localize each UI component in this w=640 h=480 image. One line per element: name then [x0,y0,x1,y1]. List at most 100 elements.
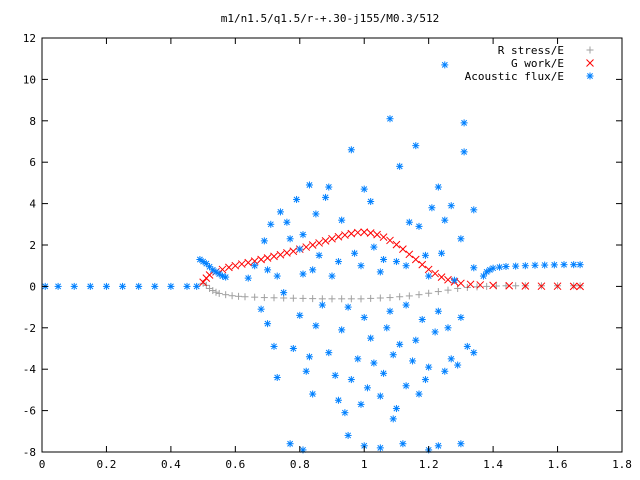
point-2-82 [450,276,458,284]
point-2-68 [380,255,388,263]
point-2-50 [267,220,275,228]
point-2-116 [470,349,478,357]
point-0-20 [347,295,355,303]
point-2-33 [576,261,584,269]
point-2-107 [289,345,297,352]
x-tick-label: 1.8 [612,458,632,471]
point-1-38 [437,273,446,281]
point-0-28 [425,289,433,297]
point-1-17 [302,243,311,251]
point-0-16 [309,295,317,303]
point-1-19 [315,239,323,247]
point-2-61 [260,237,268,245]
y-tick-label: 8 [29,115,36,128]
x-tick-label: 0.6 [225,458,245,471]
point-2-120 [347,376,355,384]
point-1-2 [205,271,214,279]
point-2-53 [470,206,478,214]
point-2-88 [360,313,368,321]
point-1-41 [457,279,465,288]
x-tick-label: 1 [361,458,368,471]
legend-marker-1 [586,59,594,67]
point-2-143 [457,440,465,448]
point-2-57 [338,216,346,224]
point-1-39 [444,275,452,284]
point-2-36 [460,119,468,127]
point-2-7 [151,282,159,290]
point-2-93 [457,313,465,321]
point-1-15 [289,247,298,256]
point-1-7 [237,260,246,268]
point-1-22 [334,232,343,241]
point-1-43 [476,281,485,289]
point-2-132 [415,390,423,398]
point-1-27 [366,229,375,237]
point-2-112 [389,351,397,359]
series-2 [41,61,584,454]
point-0-7 [228,292,236,300]
point-1-21 [328,234,336,243]
series-0 [199,279,584,303]
y-tick-label: 12 [23,32,36,45]
point-1-4 [218,265,227,274]
point-1-11 [263,254,272,262]
point-2-119 [331,371,339,379]
point-2-32 [570,261,578,269]
point-0-11 [260,294,268,302]
point-2-67 [370,243,378,251]
point-2-81 [425,272,433,280]
point-2-106 [270,342,278,350]
point-0-21 [357,295,365,303]
plot-frame [41,37,623,453]
point-2-71 [421,251,429,259]
point-0-36 [502,282,510,290]
point-0-25 [396,293,404,301]
point-2-34 [441,61,449,69]
point-2-113 [409,357,417,365]
point-0-18 [328,295,336,303]
y-tick-label: 2 [29,239,36,252]
point-2-133 [341,409,349,417]
point-2-44 [293,195,301,203]
point-0-33 [473,283,481,291]
point-1-44 [489,281,497,290]
point-1-25 [353,228,362,237]
legend-label-0: R stress/E [498,44,564,57]
point-1-30 [386,236,394,245]
point-1-35 [418,260,427,269]
point-2-73 [251,262,259,270]
point-2-52 [447,202,455,210]
point-2-128 [334,396,342,404]
point-2-91 [418,316,426,324]
point-2-92 [434,307,442,315]
point-1-10 [257,255,265,264]
point-0-30 [444,286,452,294]
point-2-87 [344,303,352,311]
point-2-2 [70,282,78,290]
point-1-29 [379,233,388,241]
point-2-130 [376,392,384,400]
point-1-37 [431,269,439,278]
point-2-96 [296,311,304,319]
point-2-28 [531,261,539,269]
point-2-72 [438,249,446,257]
point-2-5 [119,282,127,290]
point-2-111 [370,359,378,367]
point-2-97 [312,322,320,330]
point-2-25 [502,263,510,271]
legend-marker-0 [586,46,594,54]
point-1-34 [411,255,420,264]
point-1-20 [321,237,330,245]
point-0-3 [209,287,217,295]
point-2-136 [344,431,352,439]
point-0-27 [415,291,423,299]
point-2-70 [402,262,410,270]
point-0-17 [318,295,326,303]
point-1-33 [405,250,414,259]
point-2-23 [489,264,497,272]
point-1-45 [505,281,514,290]
point-2-65 [334,258,342,266]
point-0-37 [512,282,520,290]
x-tick-label: 1.4 [483,458,503,471]
